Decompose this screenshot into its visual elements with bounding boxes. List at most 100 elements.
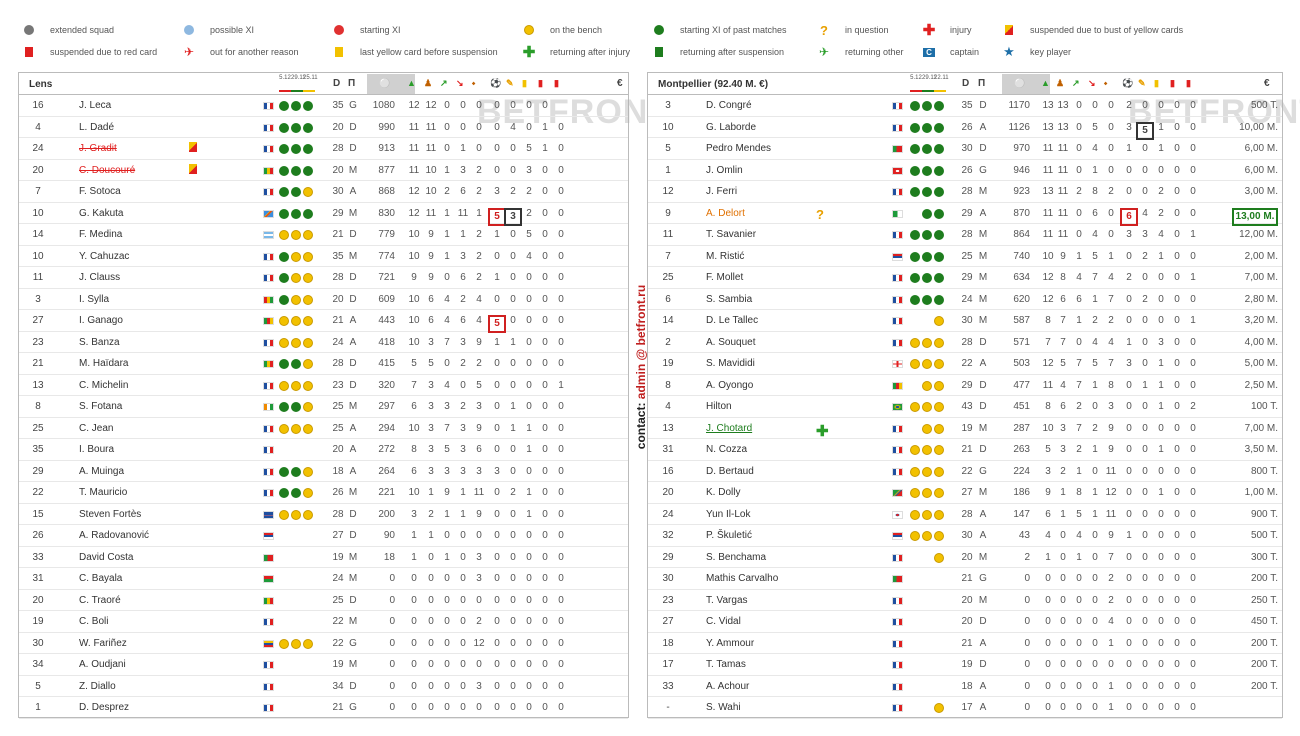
player-row[interactable]: 1 D. Desprez 21 G 0 0 0 0 0 0 0 0 0 0 0	[19, 697, 628, 719]
player-name[interactable]: S. Sambia	[706, 293, 753, 305]
player-name[interactable]: A. Achour	[706, 680, 750, 692]
player-row[interactable]: 23 T. Vargas 20 M 0 0 0 0 0 2 0 0 0 0 0 250 T.	[648, 590, 1282, 611]
player-row[interactable]: 14 F. Medina 21 D 779 10 9 1 1 2 1 0 5 0 0	[19, 224, 628, 246]
player-name[interactable]: S. Mavididi	[706, 358, 755, 369]
player-row[interactable]: 31 N. Cozza 21 D 263 5 3 2 1 9 0 0 1 0 0 3,50 M.	[648, 439, 1282, 461]
player-row[interactable]: 14 D. Le Tallec 30 M 587 8 7 1 2 2 0 0 0 0 1 3,20 M.	[648, 310, 1282, 332]
player-name[interactable]: J. Ferri	[706, 186, 738, 197]
player-name[interactable]: A. Muinga	[79, 465, 125, 477]
player-name[interactable]: A. Souquet	[706, 336, 756, 348]
player-name[interactable]: Pedro Mendes	[706, 143, 772, 154]
player-row[interactable]: 35 I. Boura 20 A 272 8 3 5 3 6 0 0 1 0 0	[19, 439, 628, 461]
player-row[interactable]: 33 David Costa 19 M 18 1 0 1 0 3 0 0 0 0 0	[19, 547, 628, 568]
player-name[interactable]: F. Mollet	[706, 272, 744, 283]
player-row[interactable]: 25 F. Mollet 29 M 634 12 8 4 7 4 2 0 0 0 1 7,00 M.	[648, 267, 1282, 289]
player-name[interactable]: David Costa	[79, 551, 134, 563]
player-name[interactable]: D. Congré	[706, 100, 752, 111]
player-row[interactable]: 30 Mathis Carvalho 21 G 0 0 0 0 0 2 0 0 0 0 0 200 T.	[648, 568, 1282, 590]
player-row[interactable]: 26 A. Radovanović 27 D 90 1 1 0 0 0 0 0 0 0 0	[19, 525, 628, 547]
player-row[interactable]: 32 P. Škuletić 30 A 43 4 0 4 0 9 1 0 0 0 0 500 T.	[648, 525, 1282, 547]
player-row[interactable]: 8 A. Oyongo 29 D 477 11 4 7 1 8 0 1 1 0 0 2,50 M.	[648, 375, 1282, 396]
player-name[interactable]: G. Laborde	[706, 121, 757, 133]
player-row[interactable]: 19 S. Mavididi 22 A 503 12 5 7 5 7 3 0 1 0 0 5,00 M.	[648, 353, 1282, 375]
player-name[interactable]: C. Vidal	[706, 616, 741, 627]
player-name[interactable]: T. Vargas	[706, 594, 748, 606]
player-row[interactable]: 20 C. Traoré 25 D 0 0 0 0 0 0 0 0 0 0 0	[19, 590, 628, 611]
player-name[interactable]: S. Benchama	[706, 551, 767, 563]
player-name[interactable]: J. Leca	[79, 100, 112, 111]
player-row[interactable]: 6 S. Sambia 24 M 620 12 6 6 1 7 0 2 0 0 0 2,80 M.	[648, 289, 1282, 310]
player-row[interactable]: 11 T. Savanier 28 M 864 11 11 0 4 0 3 3 4 0 1 12,00 M.	[648, 224, 1282, 246]
player-row[interactable]: 1 J. Omlin 26 G 946 11 11 0 1 0 0 0 0 0 0 6,00 M.	[648, 160, 1282, 181]
player-row[interactable]: 24 Yun Il-Lok 28 A 147 6 1 5 1 11 0 0 0 0 0 900 T.	[648, 504, 1282, 525]
player-row[interactable]: 29 S. Benchama 20 M 2 1 0 1 0 7 0 0 0 0 0 300 T.	[648, 547, 1282, 568]
player-name[interactable]: A. Oudjani	[79, 659, 126, 670]
player-name[interactable]: M. Haïdara	[79, 358, 129, 369]
player-name[interactable]: D. Bertaud	[706, 465, 754, 477]
player-name[interactable]: T. Mauricio	[79, 487, 128, 498]
player-name[interactable]: S. Banza	[79, 336, 120, 348]
player-name[interactable]: J. Chotard	[706, 422, 753, 434]
player-name[interactable]: P. Škuletić	[706, 530, 752, 541]
player-row[interactable]: 22 T. Mauricio 26 M 221 10 1 9 1 11 0 2 1 0 0	[19, 482, 628, 504]
player-name[interactable]: T. Savanier	[706, 229, 757, 240]
player-name[interactable]: G. Kakuta	[79, 207, 124, 219]
player-row[interactable]: 10 G. Laborde 26 A 1126 13 13 0 5 0 3 5 1 0 0 10,00 M.	[648, 117, 1282, 140]
player-row[interactable]: 3 I. Sylla 20 D 609 10 6 4 2 4 0 0 0 0 0	[19, 289, 628, 310]
player-row[interactable]: 7 F. Sotoca 30 A 868 12 10 2 6 2 3 2 2 0 0	[19, 181, 628, 203]
player-row[interactable]: 34 A. Oudjani 19 M 0 0 0 0 0 0 0 0 0 0 0	[19, 654, 628, 676]
player-name[interactable]: A. Delort	[706, 207, 745, 219]
player-row[interactable]: 10 Y. Cahuzac 35 M 774 10 9 1 3 2 0 0 4 0 0	[19, 246, 628, 267]
player-name[interactable]: Yun Il-Lok	[706, 508, 751, 520]
player-name[interactable]: C. Michelin	[79, 379, 129, 391]
player-name[interactable]: A. Radovanović	[79, 530, 150, 541]
player-row[interactable]: 25 C. Jean 25 A 294 10 3 7 3 9 0 1 1 0 0	[19, 418, 628, 439]
player-name[interactable]: D. Le Tallec	[706, 315, 759, 326]
player-name[interactable]: T. Tamas	[706, 659, 746, 670]
player-name[interactable]: L. Dadé	[79, 121, 115, 133]
player-name[interactable]: M. Ristić	[706, 250, 745, 262]
player-name[interactable]: C. Doucouré	[79, 164, 136, 176]
player-row[interactable]: 2 A. Souquet 28 D 571 7 7 0 4 4 1 0 3 0 0 4,00 M.	[648, 332, 1282, 353]
player-name[interactable]: Steven Fortès	[79, 508, 142, 520]
player-name[interactable]: I. Sylla	[79, 293, 110, 305]
player-row[interactable]: 27 C. Vidal 20 D 0 0 0 0 0 4 0 0 0 0 0 450 T.	[648, 611, 1282, 633]
player-name[interactable]: K. Dolly	[706, 487, 741, 498]
player-row[interactable]: 20 C. Doucouré 20 M 877 11 10 1 3 2 0 0 3 0 0	[19, 160, 628, 181]
player-row[interactable]: 31 C. Bayala 24 M 0 0 0 0 0 3 0 0 0 0 0	[19, 568, 628, 590]
player-row[interactable]: 29 A. Muinga 18 A 264 6 3 3 3 3 3 0 0 0 0	[19, 461, 628, 482]
player-row[interactable]: 4 L. Dadé 20 D 990 11 11 0 0 0 0 4 0 1 0	[19, 117, 628, 138]
player-name[interactable]: N. Cozza	[706, 444, 748, 455]
player-row[interactable]: 30 W. Fariñez 22 G 0 0 0 0 0 12 0 0 0 0 0	[19, 633, 628, 654]
player-row[interactable]: 16 D. Bertaud 22 G 224 3 2 1 0 11 0 0 0 0 0 800 T.	[648, 461, 1282, 482]
player-name[interactable]: C. Boli	[79, 616, 109, 627]
player-name[interactable]: F. Medina	[79, 229, 123, 240]
player-row[interactable]: 12 J. Ferri 28 M 923 13 11 2 8 2 0 0 2 0 0 3,00 M.	[648, 181, 1282, 203]
player-row[interactable]: 20 K. Dolly 27 M 186 9 1 8 1 12 0 0 1 0 0 1,00 M.	[648, 482, 1282, 504]
player-name[interactable]: W. Fariñez	[79, 637, 127, 649]
player-name[interactable]: Mathis Carvalho	[706, 573, 779, 584]
player-name[interactable]: S. Wahi	[706, 702, 741, 713]
contact-email[interactable]: admin @ betfront.ru	[634, 284, 648, 400]
player-row[interactable]: 19 C. Boli 22 M 0 0 0 0 0 2 0 0 0 0 0	[19, 611, 628, 633]
player-row[interactable]: 33 A. Achour 18 A 0 0 0 0 0 1 0 0 0 0 0 200 T.	[648, 676, 1282, 697]
player-name[interactable]: D. Desprez	[79, 702, 130, 713]
player-row[interactable]: 11 J. Clauss 28 D 721 9 9 0 6 2 1 0 0 0 0	[19, 267, 628, 289]
player-row[interactable]: 13 C. Michelin 23 D 320 7 3 4 0 5 0 0 0 0 1	[19, 375, 628, 396]
player-name[interactable]: J. Omlin	[706, 164, 743, 176]
player-name[interactable]: F. Sotoca	[79, 186, 121, 197]
player-name[interactable]: C. Bayala	[79, 573, 123, 584]
player-name[interactable]: Hilton	[706, 401, 732, 412]
player-row[interactable]: 15 Steven Fortès 28 D 200 3 2 1 1 9 0 0 1 0 0	[19, 504, 628, 525]
player-row[interactable]: 27 I. Ganago 21 A 443 10 6 4 6 4 5 0 0 0 0	[19, 310, 628, 333]
player-row[interactable]: 13 J. Chotard ✚ 19 M 287 10 3 7 2 9 0 0 0 0 0 7,00 M.	[648, 418, 1282, 440]
player-row[interactable]: 9 A. Delort? 29 A 870 11 11 0 6 0 6 4 2 0 0 13,00 M.	[648, 203, 1282, 226]
player-row[interactable]: 23 S. Banza 24 A 418 10 3 7 3 9 1 1 0 0 0	[19, 332, 628, 353]
player-name[interactable]: I. Ganago	[79, 315, 123, 326]
player-name[interactable]: I. Boura	[79, 444, 115, 455]
player-name[interactable]: J. Gradit	[79, 143, 117, 154]
player-name[interactable]: S. Fotana	[79, 401, 123, 412]
player-name[interactable]: Z. Diallo	[79, 680, 116, 692]
player-row[interactable]: 16 J. Leca 35 G 1080 12 12 0 0 0 0 0 0 0	[19, 95, 628, 117]
player-name[interactable]: C. Traoré	[79, 594, 121, 606]
